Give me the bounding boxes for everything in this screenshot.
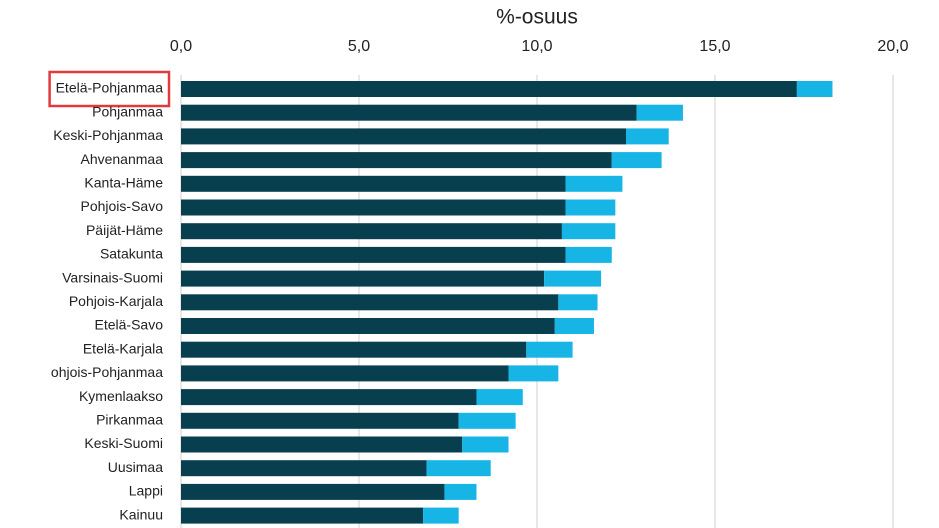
y-tick-label: Pohjanmaa — [92, 103, 163, 119]
x-tick-label: 0,0 — [170, 38, 192, 55]
x-tick-label: 10,0 — [521, 38, 552, 55]
x-tick-label: 20,0 — [877, 38, 908, 55]
bar-segment — [181, 436, 463, 453]
y-tick-label: Pohjois-Karjala — [69, 293, 163, 309]
bar-segment — [626, 128, 669, 145]
y-tick-label: Ahvenanmaa — [80, 151, 163, 167]
bar-segment — [458, 412, 516, 429]
bar-segment — [558, 294, 598, 311]
bar-segment — [181, 507, 424, 524]
bar-segment — [565, 199, 616, 216]
bar-segment — [181, 152, 612, 169]
bar-segment — [181, 223, 562, 240]
bar-segment — [181, 246, 566, 263]
bar-segment — [181, 175, 566, 192]
y-tick-label: Uusimaa — [108, 459, 163, 475]
chart-title: %-osuus — [496, 6, 578, 29]
y-tick-label: Varsinais-Suomi — [62, 269, 163, 285]
y-tick-label: Etelä-Savo — [95, 317, 164, 333]
bar-segment — [181, 199, 566, 216]
y-tick-label: Keski-Suomi — [84, 435, 163, 451]
bar-segment — [636, 104, 683, 121]
x-tick-label: 15,0 — [699, 38, 730, 55]
bar-segment — [508, 365, 559, 382]
bar-segment — [181, 412, 459, 429]
bar-segment — [181, 294, 559, 311]
bar-segment — [181, 483, 445, 500]
bar-segment — [181, 341, 527, 358]
bar-segment — [796, 81, 833, 97]
bar-segment — [181, 389, 477, 406]
y-tick-label: ohjois-Pohjanmaa — [51, 364, 163, 380]
bar-segment — [426, 460, 491, 477]
y-tick-label: Satakunta — [100, 246, 163, 262]
bar-segment — [181, 460, 427, 477]
bar-segment — [423, 507, 459, 524]
bar-segment — [526, 341, 573, 358]
x-tick-label: 5,0 — [348, 38, 370, 55]
bar-segment — [544, 270, 602, 287]
bar-segment — [611, 152, 662, 169]
bar-segment — [561, 223, 616, 240]
bar-segment — [565, 246, 612, 263]
bar-segment — [181, 128, 626, 145]
bar-segment — [181, 365, 509, 382]
bar-segment — [462, 436, 509, 453]
bar-segment — [181, 104, 637, 121]
y-tick-label: Päijät-Häme — [86, 222, 163, 238]
bar-segment — [444, 483, 477, 500]
y-tick-label: Pirkanmaa — [96, 412, 163, 428]
bar-segment — [554, 318, 594, 334]
y-tick-label: Etelä-Pohjanmaa — [56, 80, 164, 96]
y-tick-label: Kainuu — [119, 506, 163, 522]
highlight-box — [48, 70, 171, 108]
bar-segment — [476, 389, 523, 406]
y-tick-label: Keski-Pohjanmaa — [53, 127, 163, 143]
bar-segment — [181, 81, 797, 97]
bar-segment — [565, 175, 623, 192]
bar-segment — [181, 270, 545, 287]
y-tick-label: Etelä-Karjala — [83, 340, 163, 356]
y-tick-label: Pohjois-Savo — [81, 198, 164, 214]
bar-segment — [181, 318, 555, 334]
y-tick-label: Lappi — [129, 483, 163, 499]
y-tick-label: Kanta-Häme — [84, 175, 163, 191]
y-tick-label: Kymenlaakso — [79, 388, 163, 404]
